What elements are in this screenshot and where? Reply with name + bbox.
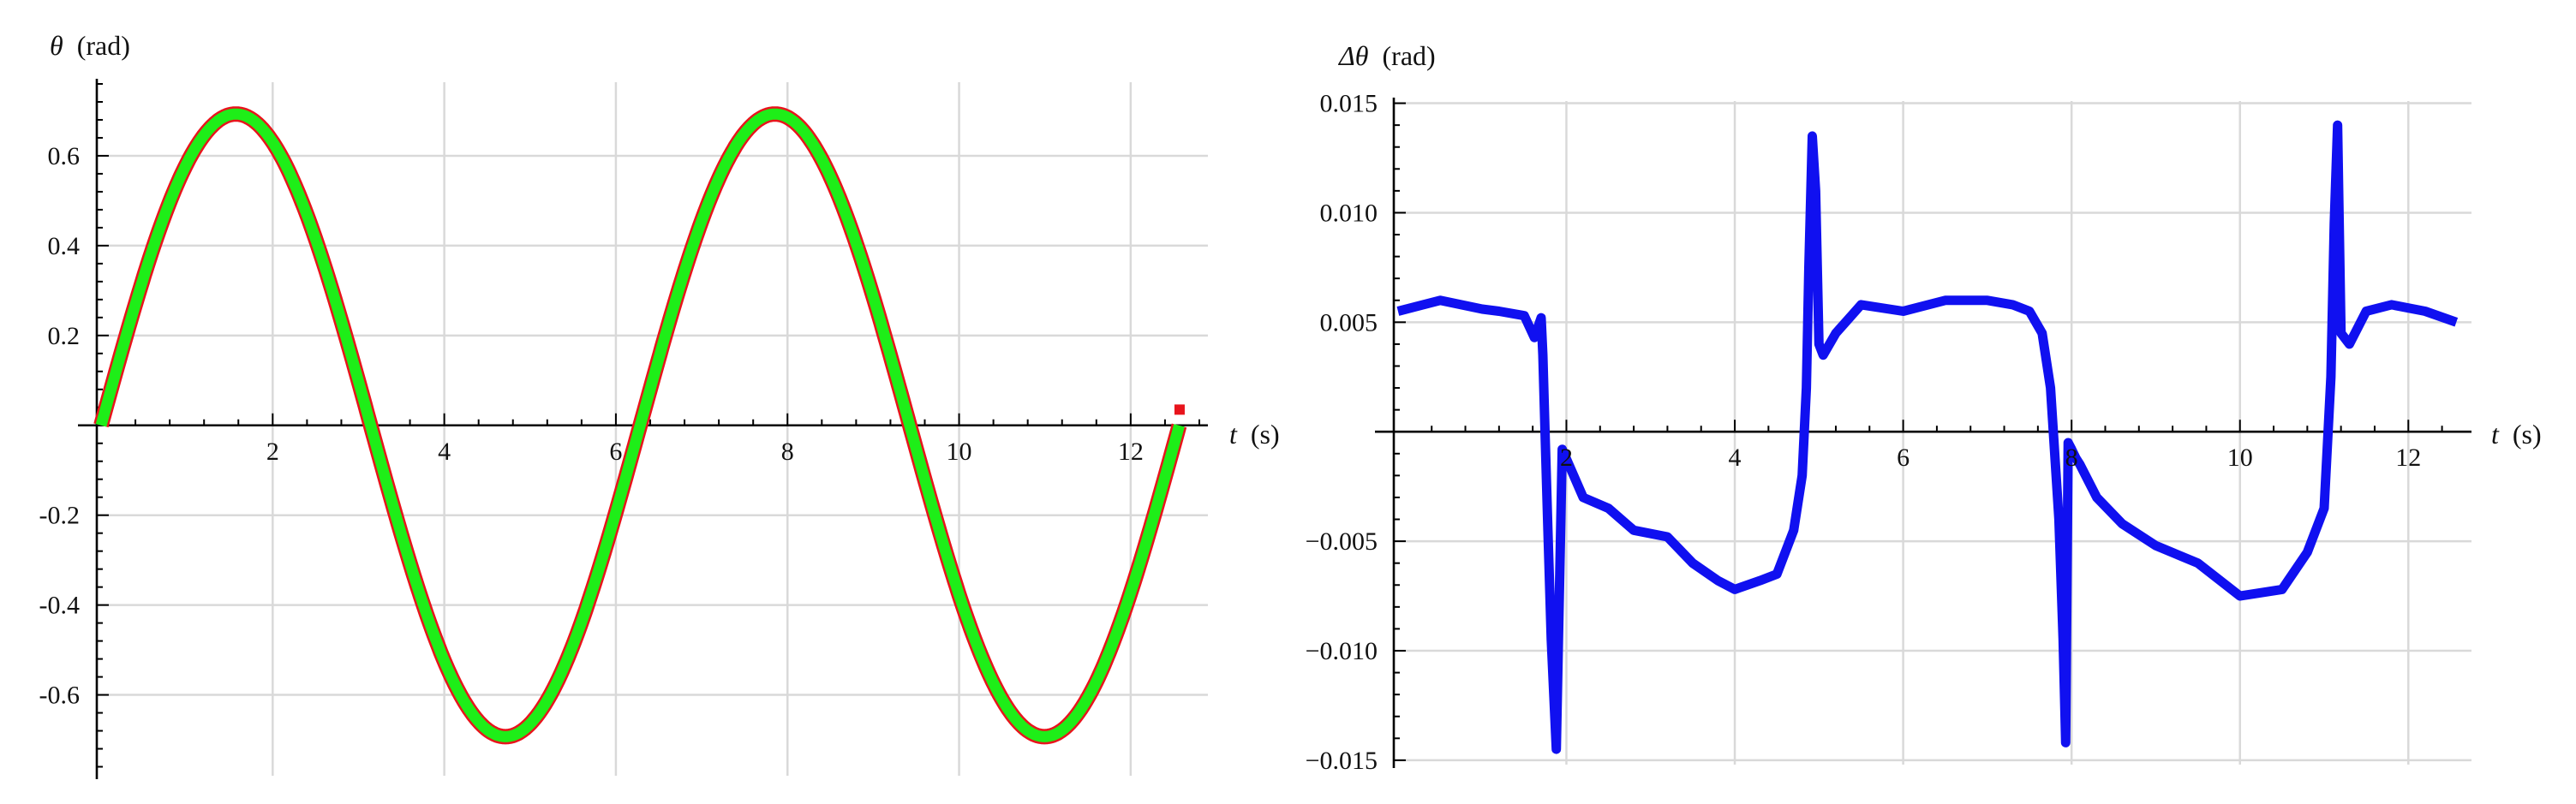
delta-theta-y-axis-unit: (rad) <box>1383 40 1436 71</box>
theta-x-tick-label-2: 6 <box>609 438 622 466</box>
delta-theta-y-axis-label: Δθ (rad) <box>1337 40 1436 71</box>
theta-y-tick-label-1: -0.4 <box>39 592 81 620</box>
theta-series-0-end-marker <box>1174 404 1185 415</box>
theta-x-axis-symbol: t <box>1229 419 1238 450</box>
theta-series-1-line <box>95 108 1185 742</box>
delta-theta-chart: 2 4 6 8 10 12 −0.015 −0.010 −0.005 0.005 0.010 0.01… <box>1306 40 2542 775</box>
delta-theta-x-axis-label: t (s) <box>2491 419 2542 450</box>
delta-theta-chart-axes <box>1375 98 2471 768</box>
theta-y-tick-label-4: 0.4 <box>48 232 81 260</box>
theta-y-axis-label: θ (rad) <box>50 30 130 61</box>
delta-theta-x-tick-label-2: 6 <box>1897 444 1910 472</box>
theta-chart-tick-labels: 2 4 6 8 10 12 -0.6 -0.4 -0.2 0.2 0.4 0.6 <box>39 142 1144 710</box>
delta-theta-chart-tick-labels: 2 4 6 8 10 12 −0.015 −0.010 −0.005 0.005 0.010 0.01… <box>1306 90 2422 775</box>
delta-theta-y-tick-label-3: 0.005 <box>1320 308 1378 336</box>
theta-y-axis-unit: (rad) <box>77 30 130 61</box>
theta-y-tick-label-2: -0.2 <box>39 502 81 530</box>
delta-theta-chart-series <box>1396 120 2459 754</box>
delta-theta-y-tick-label-4: 0.010 <box>1320 199 1378 227</box>
theta-y-tick-label-5: 0.6 <box>48 142 81 170</box>
delta-theta-x-tick-label-5: 12 <box>2395 444 2421 472</box>
delta-theta-series-0-line <box>1396 120 2459 754</box>
delta-theta-x-tick-label-3: 8 <box>2065 444 2078 472</box>
delta-theta-y-axis-symbol: Δθ <box>1337 40 1369 71</box>
delta-theta-y-tick-label-0: −0.015 <box>1306 747 1378 775</box>
delta-theta-x-axis-symbol: t <box>2491 419 2500 450</box>
delta-theta-x-tick-label-1: 4 <box>1729 444 1742 472</box>
delta-theta-chart-grid <box>1394 101 2471 765</box>
theta-chart-grid <box>97 82 1208 776</box>
delta-theta-x-axis-unit: (s) <box>2513 419 2542 450</box>
theta-x-tick-label-0: 2 <box>266 438 279 466</box>
delta-theta-y-tick-label-1: −0.010 <box>1306 637 1378 665</box>
theta-chart: 2 4 6 8 10 12 -0.6 -0.4 -0.2 0.2 0.4 0.6 θ (rad) t … <box>39 30 1280 779</box>
theta-x-axis-unit: (s) <box>1251 419 1280 450</box>
theta-x-tick-label-4: 10 <box>947 438 972 466</box>
theta-x-tick-label-5: 12 <box>1118 438 1144 466</box>
theta-x-axis-label: t (s) <box>1229 419 1280 450</box>
theta-x-tick-label-3: 8 <box>781 438 794 466</box>
delta-theta-y-tick-label-2: −0.005 <box>1306 527 1378 556</box>
delta-theta-y-tick-label-5: 0.015 <box>1320 90 1378 118</box>
theta-x-tick-label-1: 4 <box>438 438 451 466</box>
delta-theta-x-tick-label-4: 10 <box>2227 444 2253 472</box>
theta-y-axis-symbol: θ <box>50 30 63 61</box>
delta-theta-x-tick-label-0: 2 <box>1560 444 1573 472</box>
theta-chart-series <box>93 106 1187 745</box>
theta-y-tick-label-0: -0.6 <box>39 682 81 710</box>
theta-y-tick-label-3: 0.2 <box>48 322 81 350</box>
